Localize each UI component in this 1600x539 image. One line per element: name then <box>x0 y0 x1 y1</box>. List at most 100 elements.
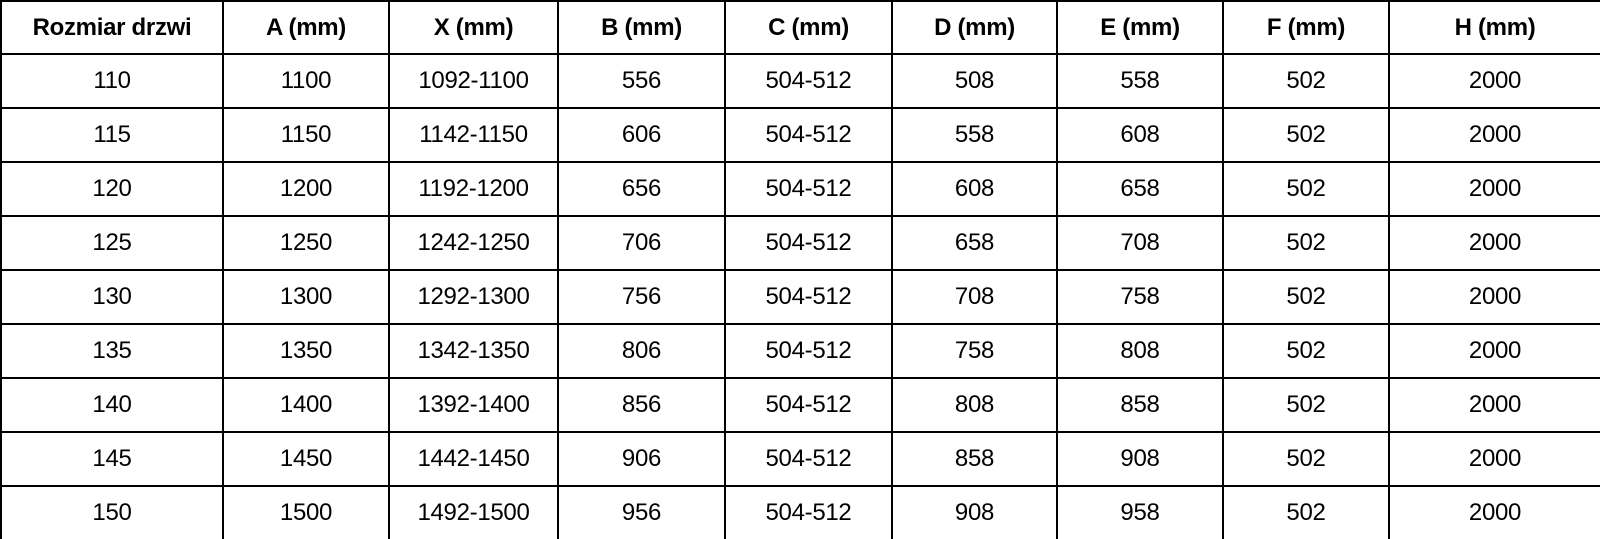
cell-a: 1450 <box>222 431 390 487</box>
cell-size: 135 <box>0 323 224 379</box>
cell-e: 808 <box>1056 323 1224 379</box>
cell-d: 908 <box>891 485 1058 539</box>
table-row-140: 140 1400 1392-1400 856 504-512 808 858 5… <box>0 377 1600 433</box>
cell-f: 502 <box>1222 53 1390 109</box>
table-row-150: 150 1500 1492-1500 956 504-512 908 958 5… <box>0 485 1600 539</box>
cell-f: 502 <box>1222 323 1390 379</box>
cell-h: 2000 <box>1388 377 1600 433</box>
cell-d: 658 <box>891 215 1058 271</box>
cell-d: 758 <box>891 323 1058 379</box>
cell-x: 1342-1350 <box>388 323 559 379</box>
table-row-110: 110 1100 1092-1100 556 504-512 508 558 5… <box>0 53 1600 109</box>
cell-e: 958 <box>1056 485 1224 539</box>
cell-b: 906 <box>557 431 726 487</box>
cell-x: 1092-1100 <box>388 53 559 109</box>
cell-x: 1292-1300 <box>388 269 559 325</box>
cell-a: 1300 <box>222 269 390 325</box>
cell-x: 1442-1450 <box>388 431 559 487</box>
cell-size: 145 <box>0 431 224 487</box>
cell-b: 606 <box>557 107 726 163</box>
cell-a: 1200 <box>222 161 390 217</box>
cell-h: 2000 <box>1388 107 1600 163</box>
cell-c: 504-512 <box>724 377 893 433</box>
column-header-x-mm: X (mm) <box>388 0 559 55</box>
cell-d: 558 <box>891 107 1058 163</box>
cell-c: 504-512 <box>724 269 893 325</box>
cell-b: 556 <box>557 53 726 109</box>
cell-d: 708 <box>891 269 1058 325</box>
cell-a: 1150 <box>222 107 390 163</box>
table-row-135: 135 1350 1342-1350 806 504-512 758 808 5… <box>0 323 1600 379</box>
cell-size: 150 <box>0 485 224 539</box>
cell-x: 1192-1200 <box>388 161 559 217</box>
header-row: Rozmiar drzwi A (mm) X (mm) B (mm) C (mm… <box>0 0 1600 55</box>
cell-c: 504-512 <box>724 215 893 271</box>
cell-h: 2000 <box>1388 485 1600 539</box>
cell-h: 2000 <box>1388 53 1600 109</box>
cell-f: 502 <box>1222 161 1390 217</box>
column-header-b-mm: B (mm) <box>557 0 726 55</box>
column-header-d-mm: D (mm) <box>891 0 1058 55</box>
table-row-125: 125 1250 1242-1250 706 504-512 658 708 5… <box>0 215 1600 271</box>
column-header-rozmiar-drzwi: Rozmiar drzwi <box>0 0 224 55</box>
cell-b: 956 <box>557 485 726 539</box>
cell-e: 608 <box>1056 107 1224 163</box>
cell-f: 502 <box>1222 215 1390 271</box>
cell-e: 708 <box>1056 215 1224 271</box>
cell-b: 706 <box>557 215 726 271</box>
cell-x: 1242-1250 <box>388 215 559 271</box>
cell-size: 130 <box>0 269 224 325</box>
cell-f: 502 <box>1222 431 1390 487</box>
cell-size: 120 <box>0 161 224 217</box>
cell-d: 858 <box>891 431 1058 487</box>
cell-h: 2000 <box>1388 269 1600 325</box>
cell-e: 758 <box>1056 269 1224 325</box>
table-row-115: 115 1150 1142-1150 606 504-512 558 608 5… <box>0 107 1600 163</box>
cell-a: 1400 <box>222 377 390 433</box>
cell-f: 502 <box>1222 485 1390 539</box>
cell-d: 808 <box>891 377 1058 433</box>
cell-c: 504-512 <box>724 161 893 217</box>
cell-d: 608 <box>891 161 1058 217</box>
cell-a: 1500 <box>222 485 390 539</box>
cell-f: 502 <box>1222 269 1390 325</box>
cell-e: 558 <box>1056 53 1224 109</box>
cell-h: 2000 <box>1388 161 1600 217</box>
cell-e: 658 <box>1056 161 1224 217</box>
cell-x: 1392-1400 <box>388 377 559 433</box>
cell-b: 806 <box>557 323 726 379</box>
cell-h: 2000 <box>1388 431 1600 487</box>
cell-a: 1100 <box>222 53 390 109</box>
cell-size: 115 <box>0 107 224 163</box>
column-header-f-mm: F (mm) <box>1222 0 1390 55</box>
cell-e: 858 <box>1056 377 1224 433</box>
cell-b: 856 <box>557 377 726 433</box>
column-header-h-mm: H (mm) <box>1388 0 1600 55</box>
cell-f: 502 <box>1222 107 1390 163</box>
cell-c: 504-512 <box>724 431 893 487</box>
table-row-145: 145 1450 1442-1450 906 504-512 858 908 5… <box>0 431 1600 487</box>
cell-size: 110 <box>0 53 224 109</box>
cell-d: 508 <box>891 53 1058 109</box>
cell-f: 502 <box>1222 377 1390 433</box>
cell-size: 140 <box>0 377 224 433</box>
table-row-130: 130 1300 1292-1300 756 504-512 708 758 5… <box>0 269 1600 325</box>
cell-a: 1250 <box>222 215 390 271</box>
cell-c: 504-512 <box>724 323 893 379</box>
cell-c: 504-512 <box>724 53 893 109</box>
cell-size: 125 <box>0 215 224 271</box>
cell-h: 2000 <box>1388 323 1600 379</box>
table-row-120: 120 1200 1192-1200 656 504-512 608 658 5… <box>0 161 1600 217</box>
cell-x: 1492-1500 <box>388 485 559 539</box>
cell-e: 908 <box>1056 431 1224 487</box>
cell-b: 756 <box>557 269 726 325</box>
cell-b: 656 <box>557 161 726 217</box>
cell-h: 2000 <box>1388 215 1600 271</box>
column-header-e-mm: E (mm) <box>1056 0 1224 55</box>
cell-a: 1350 <box>222 323 390 379</box>
column-header-c-mm: C (mm) <box>724 0 893 55</box>
cell-c: 504-512 <box>724 485 893 539</box>
column-header-a-mm: A (mm) <box>222 0 390 55</box>
